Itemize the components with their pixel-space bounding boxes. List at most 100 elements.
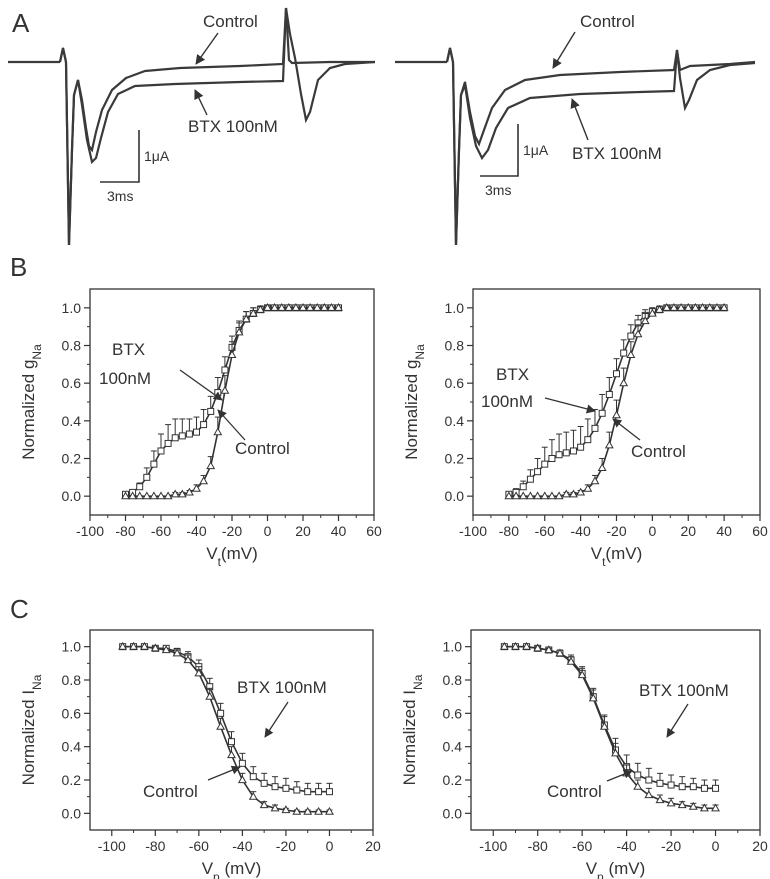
y-axis-label: Normalized INa xyxy=(400,674,425,785)
scale-bar xyxy=(100,130,140,183)
label-btx: BTX 100nM xyxy=(572,144,662,163)
x-tick-label: -20 xyxy=(606,523,626,539)
data-point xyxy=(259,800,269,809)
data-point xyxy=(598,409,606,417)
x-tick-label: 0 xyxy=(648,523,656,539)
data-point xyxy=(544,645,554,654)
data-point xyxy=(305,303,315,311)
data-point xyxy=(214,389,222,397)
label-control: Control xyxy=(143,782,198,801)
y-tick-label: 0.8 xyxy=(62,672,82,688)
data-point xyxy=(662,303,672,311)
data-point xyxy=(128,491,138,500)
data-point xyxy=(221,366,229,374)
data-point xyxy=(605,390,613,398)
scale-label-current: 1μA xyxy=(144,148,170,164)
data-point xyxy=(511,491,521,500)
x-tick-label: 20 xyxy=(752,838,768,854)
label-control-arrow xyxy=(217,409,246,441)
data-point xyxy=(163,491,173,500)
data-point xyxy=(561,489,571,498)
data-point xyxy=(326,303,336,311)
label-control-arrow xyxy=(612,418,641,441)
label-btx-arrow xyxy=(264,701,289,738)
data-point xyxy=(655,304,665,313)
y-tick-label: 1.0 xyxy=(445,300,465,316)
data-point xyxy=(142,491,152,500)
x-tick-label: -60 xyxy=(151,523,171,539)
data-point xyxy=(171,434,179,442)
data-point xyxy=(241,314,251,323)
arrow-control xyxy=(552,31,576,69)
label-control: Control xyxy=(203,12,258,31)
data-point xyxy=(178,432,186,440)
data-point xyxy=(281,805,291,814)
trace-panel-right: 1μA 3ms Control BTX 100nM xyxy=(395,12,756,246)
y-tick-label: 0.6 xyxy=(62,375,82,391)
data-point xyxy=(597,463,607,472)
data-point xyxy=(555,451,563,459)
x-tick-label: -80 xyxy=(499,523,519,539)
y-tick-label: 1.0 xyxy=(443,639,463,655)
panel-label-c: C xyxy=(10,594,29,624)
scale-label-time: 3ms xyxy=(107,188,133,204)
plot-frame xyxy=(89,629,374,831)
label-btx-line2-arrow xyxy=(544,397,596,414)
data-point xyxy=(620,349,628,357)
data-point xyxy=(667,781,675,789)
data-point xyxy=(656,779,664,787)
x-tick-label: -100 xyxy=(76,523,104,539)
x-tick-label: 40 xyxy=(716,523,732,539)
data-point xyxy=(700,784,708,792)
plot-frame xyxy=(89,288,375,516)
trace-btx xyxy=(445,47,756,246)
label-control-arrow xyxy=(207,765,241,781)
data-point xyxy=(184,487,194,496)
data-point xyxy=(263,303,272,311)
x-tick-label: 40 xyxy=(331,523,347,539)
label-control: Control xyxy=(235,439,290,458)
x-axis-label: Vt(mV) xyxy=(206,544,258,569)
data-point xyxy=(200,421,208,429)
data-point xyxy=(689,783,697,791)
scale-label-current: 1μA xyxy=(523,142,549,158)
x-tick-label: 20 xyxy=(680,523,696,539)
data-point xyxy=(569,447,577,455)
data-point xyxy=(205,691,215,700)
x-tick-label: 0 xyxy=(712,838,720,854)
data-point xyxy=(705,303,715,311)
data-point xyxy=(719,303,729,311)
data-point xyxy=(207,407,215,415)
x-tick-label: -100 xyxy=(479,838,507,854)
data-point xyxy=(292,806,302,815)
data-point xyxy=(319,303,329,311)
x-tick-label: -40 xyxy=(186,523,206,539)
plot-b-right: -100 -80 -60 -40 -20 0 20 40 60 0.0 0.2 0.4 0.6 0.8 1.… xyxy=(402,288,768,569)
data-point xyxy=(249,773,257,781)
data-point xyxy=(588,693,598,702)
data-point xyxy=(533,491,543,500)
data-point xyxy=(282,784,290,792)
x-tick-label: -20 xyxy=(276,838,296,854)
data-point xyxy=(121,491,130,500)
scale-label-time: 3ms xyxy=(485,182,511,198)
y-tick-label: 1.0 xyxy=(62,639,82,655)
data-point xyxy=(217,709,225,717)
data-point xyxy=(711,803,720,812)
data-point xyxy=(634,771,642,779)
x-tick-label: 0 xyxy=(326,838,334,854)
x-tick-label: -20 xyxy=(661,838,681,854)
scale-bar xyxy=(480,124,519,177)
data-point xyxy=(325,788,333,796)
data-point xyxy=(193,428,200,436)
data-point xyxy=(238,759,246,767)
x-tick-label: -40 xyxy=(571,523,591,539)
data-point xyxy=(669,303,679,311)
x-tick-label: -100 xyxy=(459,523,487,539)
x-tick-label: 60 xyxy=(366,523,382,539)
y-tick-label: 0.6 xyxy=(443,705,463,721)
data-point xyxy=(194,668,204,677)
data-point xyxy=(566,656,576,665)
data-point xyxy=(192,483,201,492)
